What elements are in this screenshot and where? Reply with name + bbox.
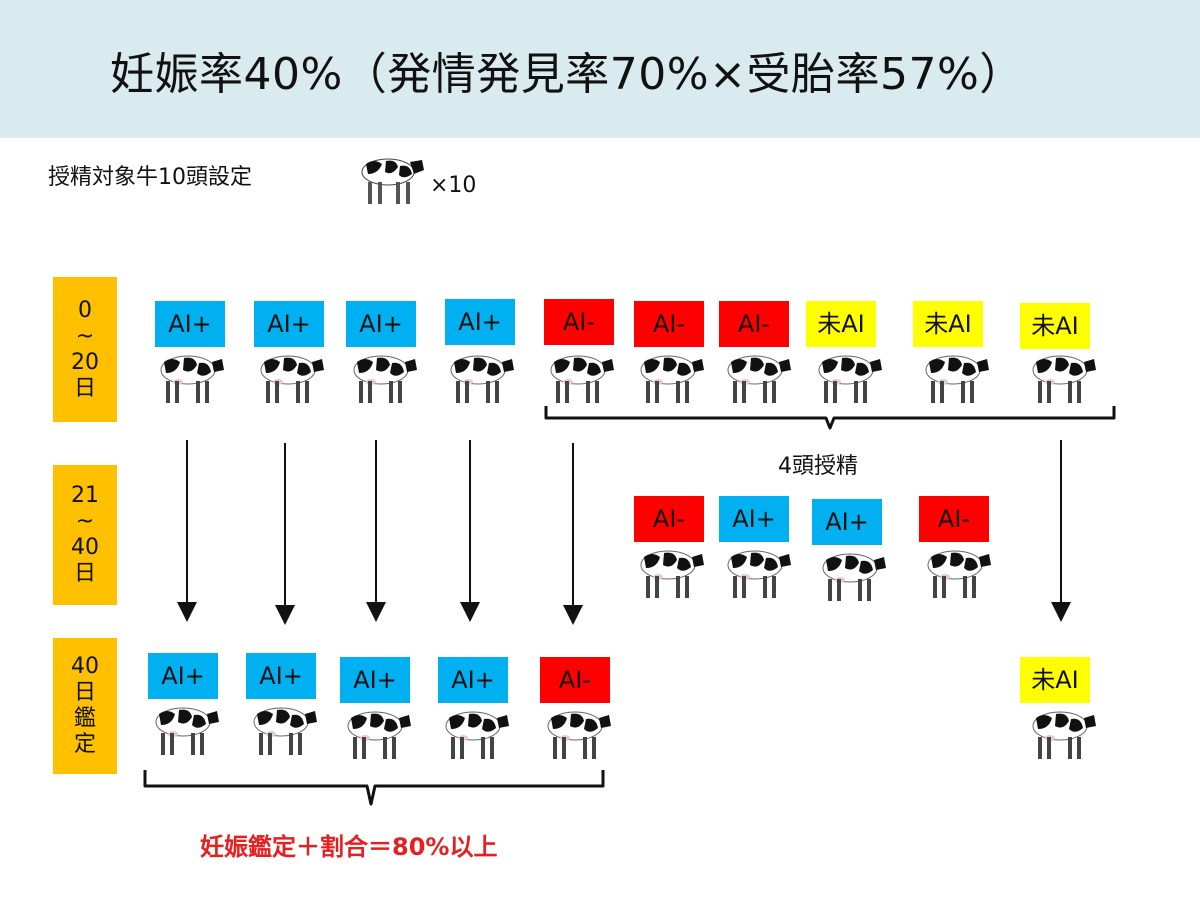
row-label-text: 20: [71, 349, 99, 375]
row-label-text: ~: [75, 509, 95, 534]
row-label-text: 定: [73, 732, 96, 757]
row-label-text: 0: [78, 297, 92, 323]
row-label-text: 日: [73, 561, 96, 586]
status-box-ai-minus: AI-: [544, 299, 614, 345]
group-brace: [143, 770, 605, 806]
row-label-text: 21: [71, 483, 99, 508]
status-box-ai-minus: AI-: [540, 657, 610, 703]
status-box-ai-plus: AI+: [438, 657, 508, 703]
status-box-ai-minus: AI-: [634, 496, 704, 542]
group-brace: [544, 406, 1116, 430]
row-label-text: 鑑: [73, 706, 96, 731]
cow-icon: [361, 158, 424, 204]
page-title: 妊娠率40%（発情発見率70%×受胎率57%）: [110, 49, 1024, 100]
status-box-no-ai: 未AI: [1020, 303, 1090, 349]
status-box-ai-minus: AI-: [919, 496, 989, 542]
status-box-ai-plus: AI+: [340, 657, 410, 703]
status-box-ai-plus: AI+: [445, 299, 515, 345]
brace-label: 4頭授精: [778, 454, 858, 479]
status-box-ai-plus: AI+: [812, 499, 882, 545]
status-box-ai-minus: AI-: [719, 301, 789, 347]
status-box-no-ai: 未AI: [913, 301, 983, 347]
title-banner: [0, 0, 1200, 138]
row-label-40-appraisal: 40 日 鑑 定: [53, 638, 117, 774]
row-label-text: 40: [71, 654, 99, 679]
status-box-ai-plus: AI+: [254, 301, 324, 347]
status-box-ai-plus: AI+: [346, 301, 416, 347]
row-label-21-40: 21 ~ 40 日: [53, 465, 117, 605]
status-box-ai-plus: AI+: [148, 653, 218, 699]
row-label-text: ~: [75, 323, 95, 349]
status-box-ai-plus: AI+: [155, 301, 225, 347]
down-arrows: [177, 440, 1071, 625]
row-label-0-20: 0 ~ 20 日: [53, 277, 117, 422]
status-box-ai-minus: AI-: [634, 301, 704, 347]
status-box-no-ai: 未AI: [1020, 657, 1090, 703]
row-label-text: 日: [73, 375, 96, 401]
subtitle: 授精対象牛10頭設定: [48, 165, 252, 190]
status-box-ai-plus: AI+: [719, 496, 789, 542]
row-label-text: 日: [73, 680, 96, 705]
status-box-ai-plus: AI+: [246, 653, 316, 699]
result-text: 妊娠鑑定＋割合＝80%以上: [200, 833, 498, 861]
status-box-no-ai: 未AI: [806, 301, 876, 347]
multiplier-label: ×10: [430, 173, 477, 198]
row-label-text: 40: [71, 535, 99, 560]
